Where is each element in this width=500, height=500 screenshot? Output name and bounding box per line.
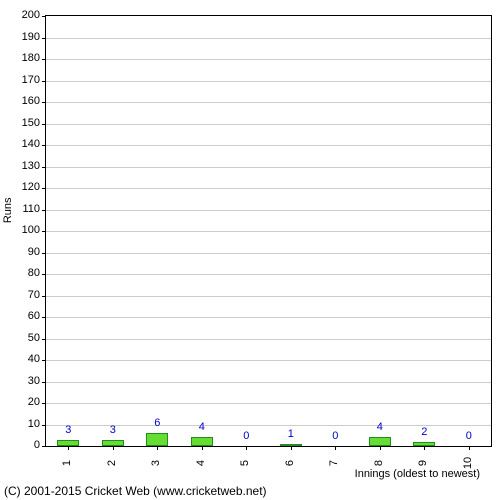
x-tick-label: 7 xyxy=(328,453,340,473)
y-tick-mark xyxy=(42,446,46,447)
x-tick-mark xyxy=(113,446,114,450)
y-tick-label: 60 xyxy=(28,310,40,322)
bar xyxy=(146,433,168,446)
grid-line xyxy=(46,145,491,146)
bar-value-label: 6 xyxy=(154,417,160,429)
x-tick-mark xyxy=(335,446,336,450)
bar-value-label: 3 xyxy=(65,424,71,436)
y-tick-mark xyxy=(42,81,46,82)
x-tick-mark xyxy=(68,446,69,450)
x-tick-mark xyxy=(157,446,158,450)
y-tick-mark xyxy=(42,274,46,275)
x-tick-mark xyxy=(424,446,425,450)
x-tick-mark xyxy=(246,446,247,450)
x-tick-label: 6 xyxy=(284,453,296,473)
y-axis-label: Runs xyxy=(2,197,14,223)
y-tick-mark xyxy=(42,188,46,189)
x-tick-mark xyxy=(291,446,292,450)
y-tick-label: 130 xyxy=(22,160,40,172)
y-tick-mark xyxy=(42,296,46,297)
x-tick-label: 10 xyxy=(462,453,474,473)
y-tick-label: 170 xyxy=(22,74,40,86)
y-tick-mark xyxy=(42,425,46,426)
y-tick-label: 0 xyxy=(34,439,40,451)
grid-line xyxy=(46,403,491,404)
bar xyxy=(369,437,391,446)
y-tick-mark xyxy=(42,59,46,60)
grid-line xyxy=(46,231,491,232)
y-tick-label: 180 xyxy=(22,52,40,64)
x-tick-mark xyxy=(469,446,470,450)
y-tick-mark xyxy=(42,16,46,17)
y-tick-label: 80 xyxy=(28,267,40,279)
bar-value-label: 0 xyxy=(466,430,472,442)
x-tick-label: 4 xyxy=(195,453,207,473)
x-tick-label: 9 xyxy=(417,453,429,473)
bar-value-label: 4 xyxy=(377,421,383,433)
grid-line xyxy=(46,296,491,297)
y-tick-label: 70 xyxy=(28,289,40,301)
y-tick-label: 150 xyxy=(22,117,40,129)
bar-value-label: 3 xyxy=(110,424,116,436)
y-tick-mark xyxy=(42,145,46,146)
chart-container: 3364010420 Runs Innings (oldest to newes… xyxy=(0,0,500,500)
y-tick-label: 10 xyxy=(28,418,40,430)
y-tick-mark xyxy=(42,317,46,318)
bar-value-label: 0 xyxy=(332,430,338,442)
y-tick-mark xyxy=(42,360,46,361)
x-tick-label: 1 xyxy=(61,453,73,473)
y-tick-label: 140 xyxy=(22,138,40,150)
grid-line xyxy=(46,382,491,383)
y-tick-label: 90 xyxy=(28,246,40,258)
y-tick-label: 120 xyxy=(22,181,40,193)
y-tick-label: 30 xyxy=(28,375,40,387)
x-tick-label: 3 xyxy=(150,453,162,473)
x-tick-label: 8 xyxy=(373,453,385,473)
y-tick-mark xyxy=(42,403,46,404)
x-tick-label: 2 xyxy=(106,453,118,473)
grid-line xyxy=(46,188,491,189)
grid-line xyxy=(46,339,491,340)
y-tick-label: 40 xyxy=(28,353,40,365)
grid-line xyxy=(46,124,491,125)
grid-line xyxy=(46,360,491,361)
y-tick-label: 200 xyxy=(22,9,40,21)
bar-value-label: 2 xyxy=(421,426,427,438)
x-tick-mark xyxy=(380,446,381,450)
y-tick-label: 110 xyxy=(22,203,40,215)
y-tick-mark xyxy=(42,167,46,168)
bar-value-label: 1 xyxy=(288,428,294,440)
y-tick-mark xyxy=(42,102,46,103)
y-tick-mark xyxy=(42,124,46,125)
plot-area: 3 3 6 4 0 1 0 4 2 0 xyxy=(45,15,492,447)
y-tick-label: 50 xyxy=(28,332,40,344)
grid-line xyxy=(46,317,491,318)
x-tick-mark xyxy=(202,446,203,450)
y-tick-mark xyxy=(42,253,46,254)
y-tick-mark xyxy=(42,382,46,383)
bar-value-label: 0 xyxy=(243,430,249,442)
grid-line xyxy=(46,81,491,82)
y-tick-mark xyxy=(42,210,46,211)
grid-line xyxy=(46,167,491,168)
grid-line xyxy=(46,253,491,254)
grid-line xyxy=(46,38,491,39)
grid-line xyxy=(46,59,491,60)
grid-line xyxy=(46,210,491,211)
x-tick-label: 5 xyxy=(239,453,251,473)
copyright-text: (C) 2001-2015 Cricket Web (www.cricketwe… xyxy=(4,484,267,498)
y-tick-mark xyxy=(42,339,46,340)
y-tick-label: 160 xyxy=(22,95,40,107)
y-tick-label: 100 xyxy=(22,224,40,236)
y-tick-label: 20 xyxy=(28,396,40,408)
grid-line xyxy=(46,274,491,275)
y-tick-label: 190 xyxy=(22,31,40,43)
grid-line xyxy=(46,102,491,103)
y-tick-mark xyxy=(42,38,46,39)
bar xyxy=(191,437,213,446)
bar-value-label: 4 xyxy=(199,421,205,433)
y-tick-mark xyxy=(42,231,46,232)
